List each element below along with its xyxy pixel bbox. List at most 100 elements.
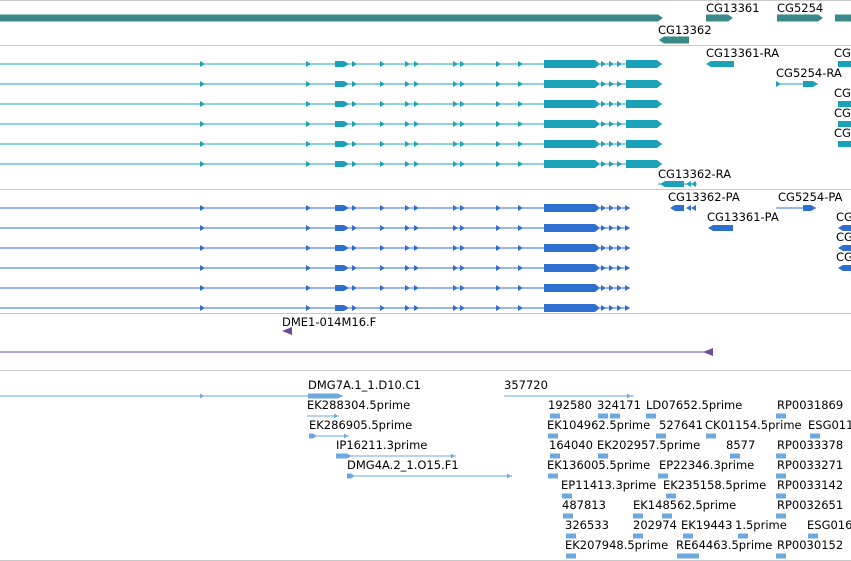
strand-arrow [460, 161, 465, 167]
gene-glyph [659, 36, 689, 44]
strand-arrow [496, 101, 501, 107]
est-arrow [200, 393, 204, 399]
transcript-label[interactable]: CG13361-RA [706, 46, 779, 60]
est-label[interactable]: IP16211.3prime [336, 438, 427, 452]
gene-label[interactable]: CG5254 [777, 1, 823, 15]
exon-block [838, 121, 851, 127]
est-label[interactable]: 357720 [504, 378, 548, 392]
transcript-track [0, 60, 851, 187]
strand-arrow [617, 285, 622, 291]
strand-arrow [601, 225, 606, 231]
transcript-labels: CG13361-RA CG5254-RA CG13362-RA CG CG CG… [658, 46, 851, 181]
est-label[interactable]: CK01154.5prime [705, 418, 802, 432]
strand-arrow [380, 81, 385, 87]
strand-arrow [496, 245, 501, 251]
strand-arrow [617, 205, 622, 211]
est-label[interactable]: RP0030152 [777, 538, 843, 552]
transcript-label[interactable]: CG [834, 86, 851, 100]
est-label[interactable]: 326533 [565, 518, 609, 532]
est-label[interactable]: 527641 [659, 418, 703, 432]
strand-arrow [609, 305, 614, 311]
est-label[interactable]: EP22346.3prime [659, 458, 754, 472]
strand-arrow [617, 265, 622, 271]
transcript-label[interactable]: CG [834, 106, 851, 120]
exon-block [544, 140, 600, 148]
est-glyph [550, 413, 560, 419]
est-label[interactable]: 1.5prime [735, 518, 787, 532]
est-label[interactable]: 324171 [597, 398, 641, 412]
protein-label[interactable]: CG5254-PA [778, 190, 843, 204]
strand-arrow [414, 285, 419, 291]
est-label[interactable]: EK202957.5prime [597, 438, 700, 452]
est-label[interactable]: LD07652.5prime [646, 398, 742, 412]
transcript-label[interactable]: CG [834, 126, 851, 140]
transcript-label[interactable]: CG13362-RA [658, 167, 731, 181]
strand-arrow [496, 121, 501, 127]
strand-arrow [453, 285, 458, 291]
exon-block [544, 304, 600, 312]
strand-arrow [414, 101, 419, 107]
est-label[interactable]: EK104962.5prime [547, 418, 650, 432]
est-label[interactable]: RP0032651 [777, 498, 843, 512]
est-glyph [548, 433, 558, 439]
protein-label[interactable]: CG13361-PA [707, 210, 779, 224]
strand-arrow [691, 205, 696, 211]
exon-block [838, 225, 851, 231]
est-label[interactable]: EK286905.5prime [309, 418, 412, 432]
est-label[interactable]: DMG4A.2_1.O15.F1 [347, 458, 459, 472]
strand-arrow [200, 121, 205, 127]
strand-arrow [686, 181, 691, 187]
est-glyph [336, 453, 352, 459]
protein-label[interactable]: CG [836, 230, 851, 244]
strand-arrow [496, 61, 501, 67]
est-label[interactable]: 8577 [726, 438, 755, 452]
transcript-label[interactable]: CG [834, 46, 851, 60]
est-label[interactable]: EP11413.3prime [561, 478, 656, 492]
est-glyph [550, 453, 560, 459]
est-label[interactable]: RP0033142 [777, 478, 843, 492]
est-label[interactable]: EK136005.5prime [547, 458, 650, 472]
strand-arrow [460, 265, 465, 271]
est-glyph [776, 513, 786, 519]
est-label[interactable]: ESG011 [808, 418, 851, 432]
clone-label[interactable]: DME1-014M16.F [282, 315, 376, 329]
est-label[interactable]: ESG016 [807, 518, 851, 532]
est-label[interactable]: 192580 [548, 398, 592, 412]
est-label[interactable]: RP0031869 [777, 398, 843, 412]
gene-label[interactable]: CG13361 [706, 1, 760, 15]
strand-arrow [414, 81, 419, 87]
est-label[interactable]: 487813 [562, 498, 606, 512]
strand-arrow [601, 265, 606, 271]
protein-label[interactable]: CG [836, 210, 851, 224]
strand-arrow [380, 161, 385, 167]
est-label[interactable]: EK148562.5prime [633, 498, 736, 512]
exon-block [335, 245, 349, 251]
strand-arrow [200, 61, 205, 67]
exon-block [335, 61, 349, 67]
transcript-label[interactable]: CG5254-RA [776, 66, 842, 80]
exon-block [626, 120, 662, 128]
est-label[interactable]: RE64463.5prime [676, 538, 772, 552]
est-label[interactable]: EK207948.5prime [565, 538, 668, 552]
protein-label[interactable]: CG [836, 250, 851, 264]
exon-block [335, 285, 349, 291]
est-label[interactable]: EK288304.5prime [307, 398, 410, 412]
est-glyph [776, 413, 786, 419]
strand-arrow [460, 285, 465, 291]
est-label[interactable]: DMG7A.1_1.D10.C1 [308, 378, 421, 392]
strand-arrow [405, 81, 410, 87]
est-label[interactable]: RP0033271 [777, 458, 843, 472]
strand-arrow [453, 161, 458, 167]
strand-arrow [306, 61, 311, 67]
est-label[interactable]: EK235158.5prime [663, 478, 766, 492]
est-label[interactable]: EK19443 [681, 518, 732, 532]
strand-arrow [405, 205, 410, 211]
est-glyph [810, 433, 820, 439]
est-label[interactable]: 164040 [549, 438, 593, 452]
est-arrow [507, 473, 511, 479]
est-label[interactable]: RP0033378 [777, 438, 843, 452]
strand-arrow [617, 161, 622, 167]
protein-label[interactable]: CG13362-PA [668, 190, 740, 204]
est-label[interactable]: 202974 [633, 518, 677, 532]
gene-label[interactable]: CG13362 [658, 23, 712, 37]
